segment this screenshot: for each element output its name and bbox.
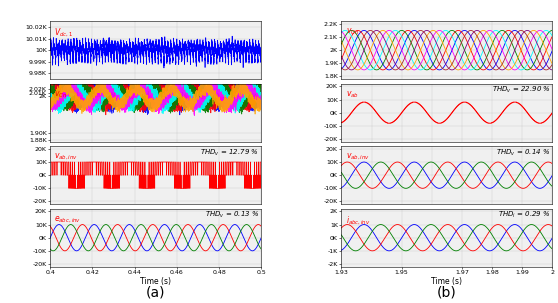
X-axis label: Time (s): Time (s) xyxy=(140,277,171,285)
Text: (a): (a) xyxy=(146,286,166,300)
X-axis label: Time (s): Time (s) xyxy=(431,277,463,285)
Text: THD$_v$ = 12.79 %: THD$_v$ = 12.79 % xyxy=(200,147,259,158)
Text: $v_{Cn}$: $v_{Cn}$ xyxy=(55,89,68,100)
Text: $e_{abc,inv}$: $e_{abc,inv}$ xyxy=(55,215,81,225)
Text: THD$_v$ = 22.90 %: THD$_v$ = 22.90 % xyxy=(492,85,550,95)
Text: (b): (b) xyxy=(437,286,457,300)
Text: $i_{abc,inv}$: $i_{abc,inv}$ xyxy=(345,215,370,227)
Text: THD$_v$ = 0.13 %: THD$_v$ = 0.13 % xyxy=(205,210,259,220)
Text: $v_{Cn}$: $v_{Cn}$ xyxy=(345,27,359,38)
Text: $v_{ab}$: $v_{ab}$ xyxy=(345,89,359,100)
Text: THD$_v$ = 0.14 %: THD$_v$ = 0.14 % xyxy=(496,147,550,158)
Text: THD$_i$ = 0.29 %: THD$_i$ = 0.29 % xyxy=(498,210,550,220)
Text: $v_{ab,inv}$: $v_{ab,inv}$ xyxy=(55,152,79,162)
Text: $V_{dc,1}$: $V_{dc,1}$ xyxy=(55,27,74,39)
Text: $v_{ab,inv}$: $v_{ab,inv}$ xyxy=(345,152,369,162)
